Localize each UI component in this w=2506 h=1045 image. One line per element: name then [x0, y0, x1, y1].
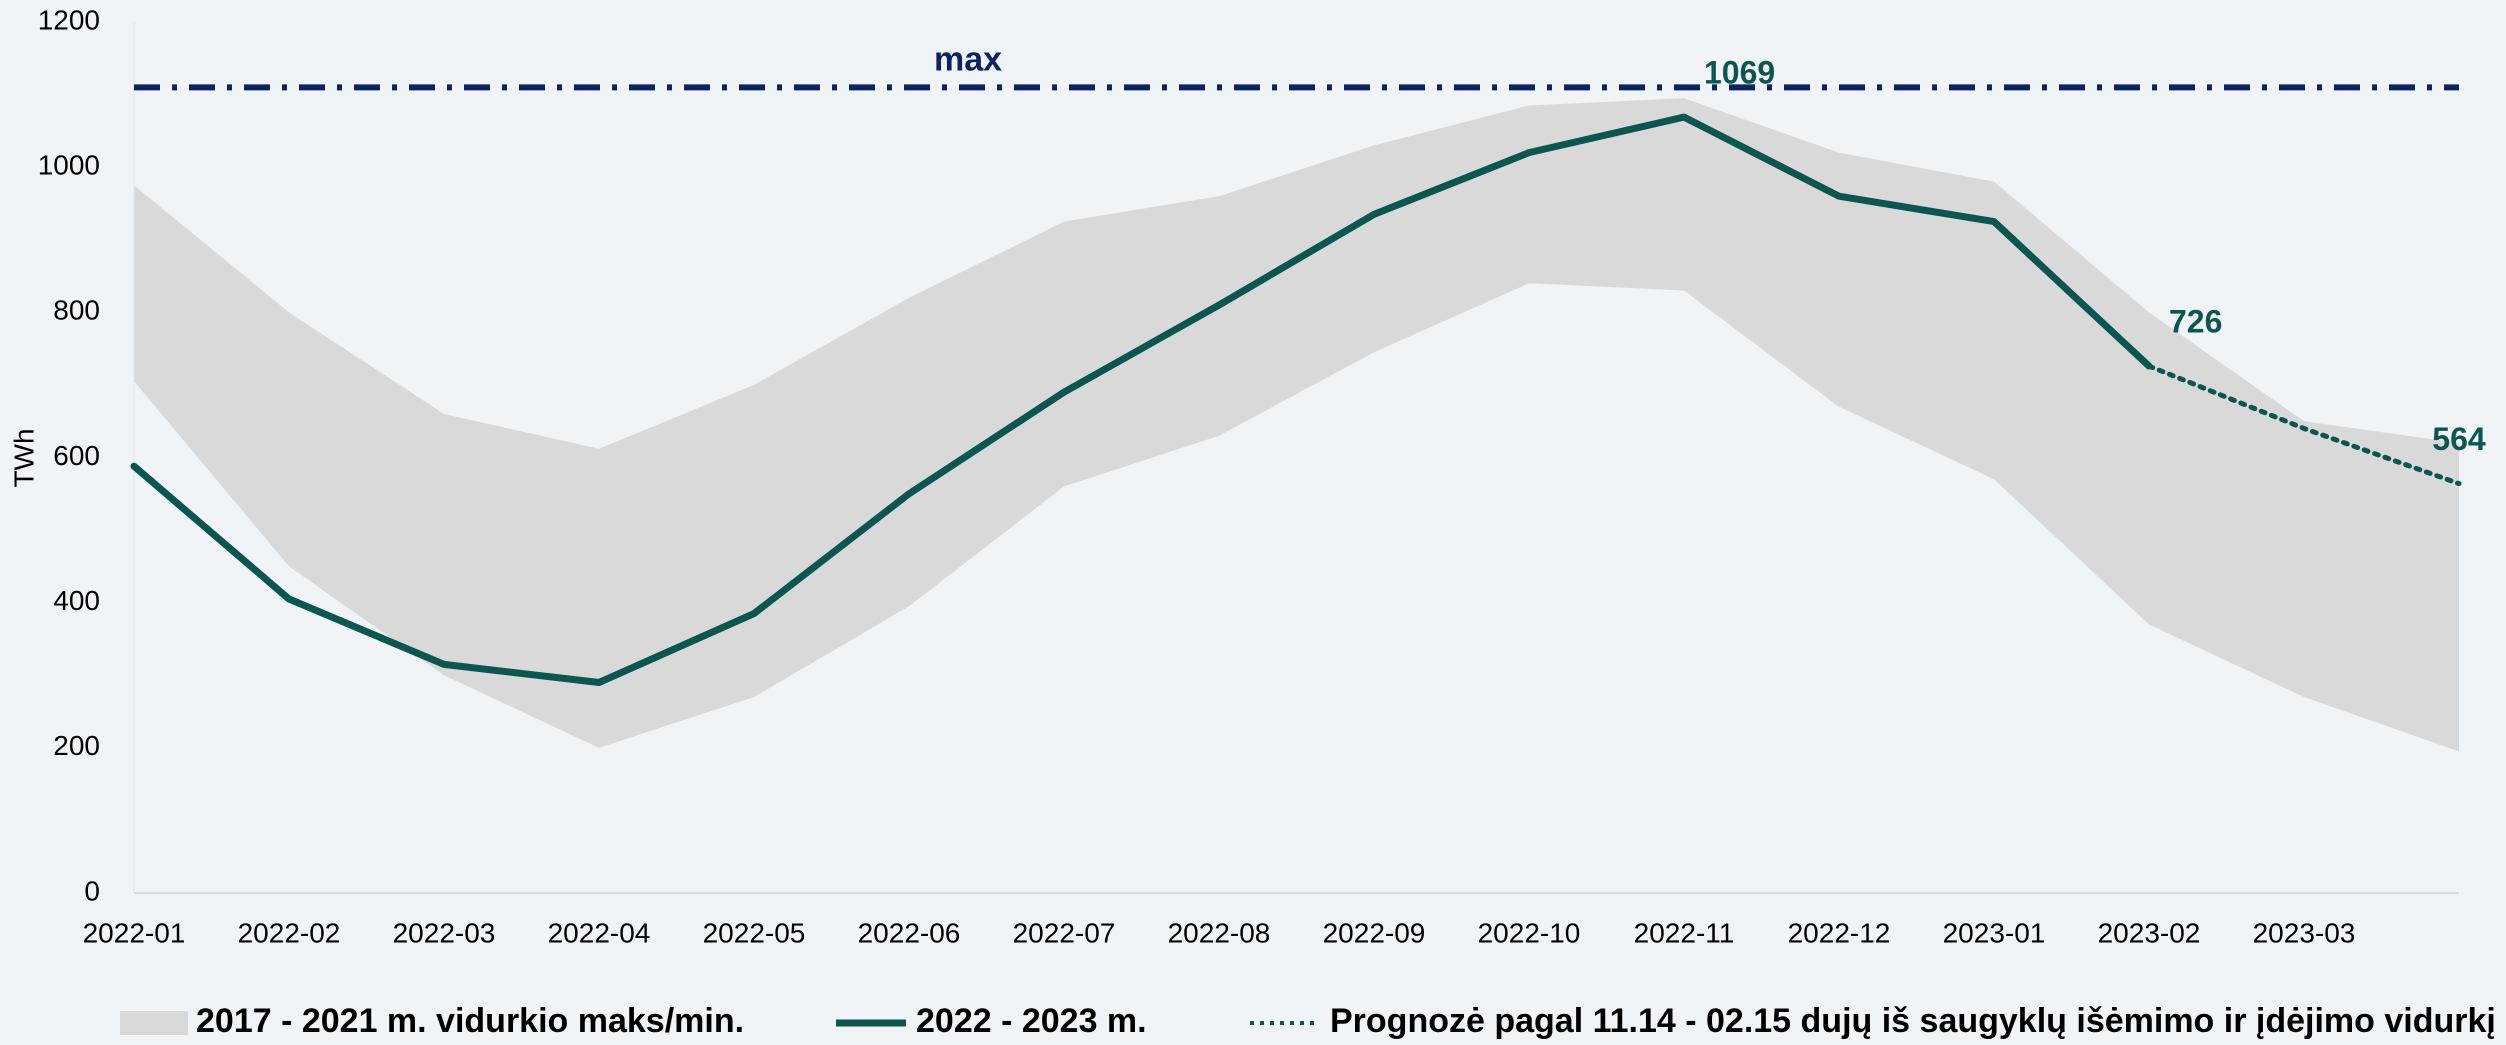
data-label: 564	[2432, 421, 2486, 457]
y-tick-label: 600	[53, 440, 100, 471]
legend-swatch	[120, 1011, 188, 1035]
range-band	[134, 98, 2459, 752]
series-line	[130, 113, 2153, 687]
x-tick-label: 2023-02	[2098, 917, 2201, 948]
series-line	[2146, 363, 2462, 487]
legend-label: Prognozė pagal 11.14 - 02.15 dujų iš sau…	[1330, 1002, 2496, 1040]
x-tick-label: 2022-12	[1788, 917, 1891, 948]
x-tick-label: 2023-03	[2253, 917, 2356, 948]
max-label: max	[934, 40, 1002, 78]
legend-label: 2022 - 2023 m.	[916, 1002, 1147, 1040]
y-tick-label: 0	[84, 875, 100, 906]
x-tick-label: 2022-04	[548, 917, 651, 948]
x-tick-label: 2023-01	[1943, 917, 2046, 948]
y-axis-label: TWh	[8, 428, 39, 487]
y-tick-label: 800	[53, 295, 100, 326]
x-tick-label: 2022-06	[858, 917, 961, 948]
x-tick-label: 2022-11	[1634, 917, 1735, 948]
x-tick-label: 2022-03	[393, 917, 496, 948]
x-tick-label: 2022-09	[1323, 917, 1426, 948]
legend-label: 2017 - 2021 m. vidurkio maks/min.	[196, 1002, 744, 1040]
x-tick-label: 2022-05	[703, 917, 806, 948]
y-tick-label: 1000	[38, 150, 100, 181]
y-tick-label: 200	[53, 730, 100, 761]
y-tick-label: 1200	[38, 4, 100, 35]
data-label: 1069	[1704, 55, 1775, 91]
y-tick-label: 400	[53, 585, 100, 616]
x-tick-label: 2022-08	[1168, 917, 1271, 948]
x-tick-label: 2022-01	[83, 917, 186, 948]
x-tick-label: 2022-02	[238, 917, 341, 948]
x-tick-label: 2022-10	[1478, 917, 1581, 948]
data-label: 726	[2169, 303, 2222, 339]
x-tick-label: 2022-07	[1013, 917, 1116, 948]
